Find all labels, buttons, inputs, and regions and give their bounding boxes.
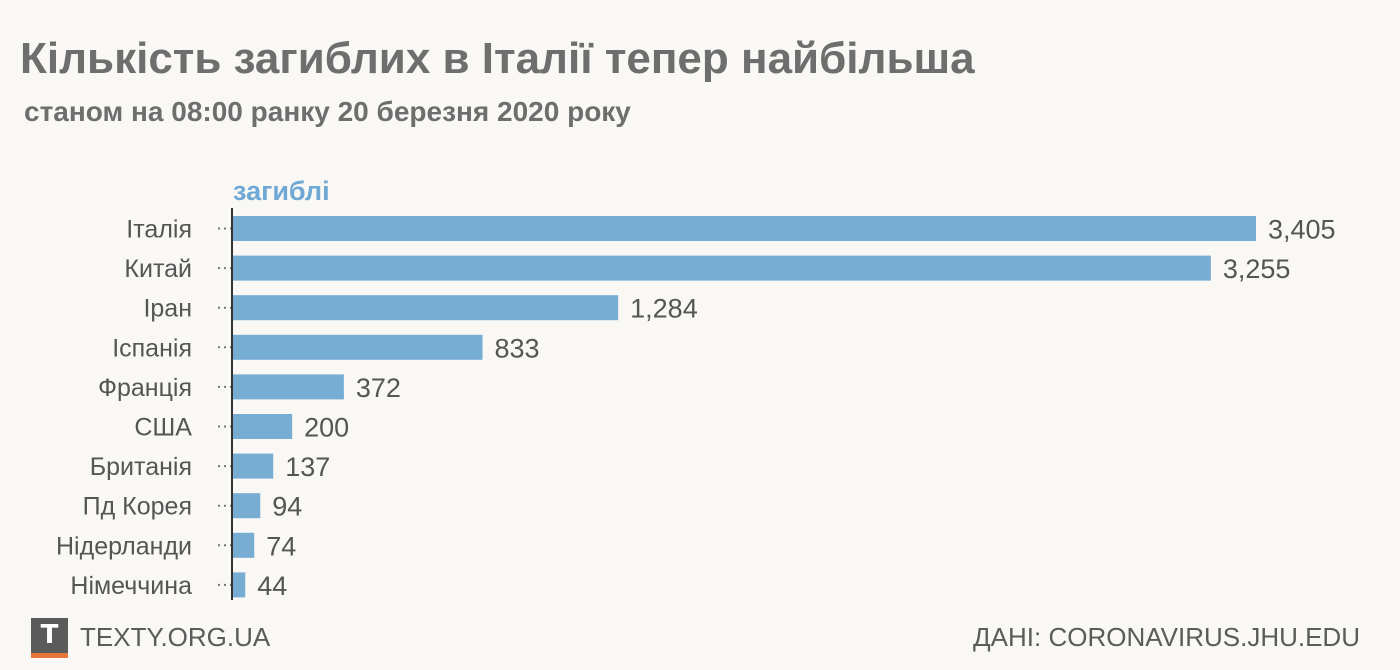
bar-5 bbox=[232, 414, 293, 439]
bar-2 bbox=[232, 295, 619, 321]
value-label: 74 bbox=[266, 531, 296, 561]
bar-0 bbox=[232, 216, 1256, 241]
value-label: 833 bbox=[495, 333, 540, 363]
value-label: 200 bbox=[304, 413, 349, 443]
category-label: Китай bbox=[124, 255, 192, 283]
value-label: 137 bbox=[285, 452, 330, 482]
bar-chart: загиблі Італія 3,405 Китай 3,255 Іран 1,284 Ісп… bbox=[56, 176, 1336, 601]
value-label: 3,405 bbox=[1268, 215, 1336, 245]
bar-3 bbox=[232, 334, 483, 360]
footer-site-link[interactable]: TEXTY.ORG.UA bbox=[80, 622, 271, 652]
chart-title: Кількість загиблих в Італії тепер найбіл… bbox=[20, 34, 975, 83]
series-label: загиблі bbox=[233, 176, 330, 206]
category-label: Британія bbox=[90, 453, 192, 481]
value-label: 372 bbox=[356, 373, 401, 403]
bar-6 bbox=[232, 453, 274, 479]
value-label: 1,284 bbox=[630, 294, 698, 324]
bar-8 bbox=[232, 532, 255, 558]
category-label: Іран bbox=[143, 295, 192, 323]
value-label: 94 bbox=[272, 492, 302, 522]
category-label: Нідерланди bbox=[56, 532, 192, 560]
texty-logo: T bbox=[31, 618, 68, 658]
value-label: 44 bbox=[257, 571, 287, 601]
category-label: Італія bbox=[126, 216, 192, 244]
category-label: США bbox=[134, 414, 192, 442]
bar-1 bbox=[232, 255, 1211, 281]
category-label: Франція bbox=[98, 374, 192, 402]
bar-9 bbox=[232, 572, 246, 598]
bar-7 bbox=[232, 493, 261, 519]
category-label: Пд Корея bbox=[83, 493, 192, 521]
footer-data-source: ДАНІ: CORONAVIRUS.JHU.EDU bbox=[973, 622, 1360, 652]
category-label: Німеччина bbox=[70, 572, 192, 600]
bar-4 bbox=[232, 374, 344, 400]
chart-subtitle: станом на 08:00 ранку 20 березня 2020 ро… bbox=[24, 96, 631, 127]
value-label: 3,255 bbox=[1223, 254, 1291, 284]
category-label: Іспанія bbox=[112, 334, 192, 362]
